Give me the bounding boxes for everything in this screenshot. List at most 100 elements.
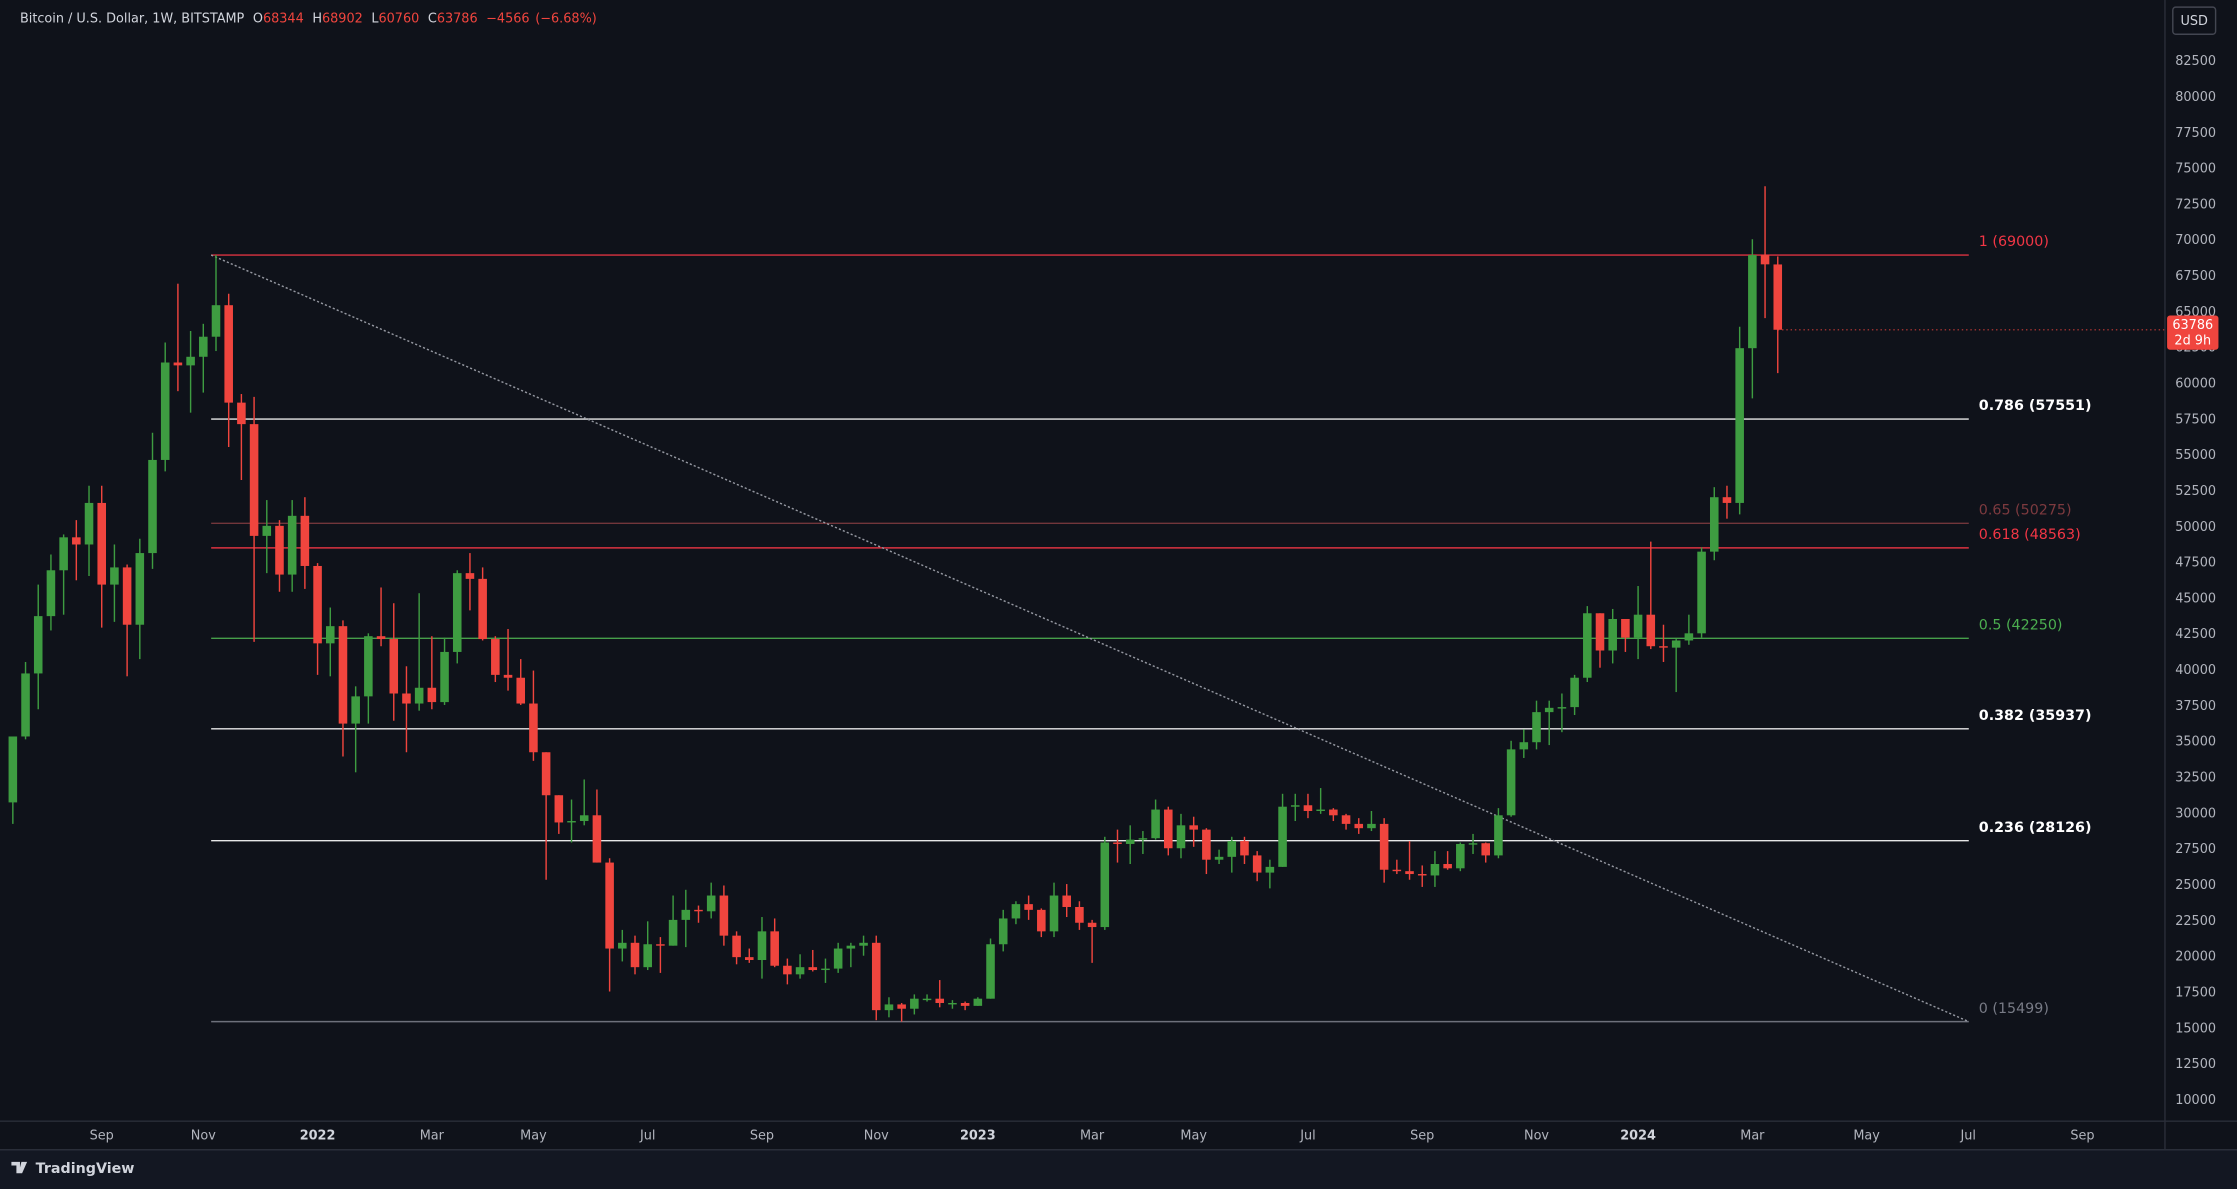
x-tick-label: Mar: [1080, 1129, 1105, 1144]
candle-body: [1671, 640, 1681, 648]
brand-logo: [11, 1161, 28, 1174]
currency-label[interactable]: USD: [2180, 14, 2208, 29]
candle-body: [1570, 677, 1579, 708]
candle-body: [199, 336, 208, 357]
candle-body: [732, 935, 741, 958]
candle-body: [1760, 255, 1770, 265]
candle-body: [656, 944, 665, 946]
y-tick-label: 22500: [2175, 914, 2216, 929]
y-tick-label: 45000: [2175, 591, 2216, 606]
candle-body: [884, 1004, 894, 1011]
candle-body: [1125, 839, 1135, 844]
y-tick-label: 30000: [2175, 806, 2216, 821]
candle-body: [1481, 843, 1491, 856]
candle-body: [1544, 707, 1554, 713]
candle-body: [503, 674, 513, 678]
candle-body: [237, 402, 246, 425]
candle-body: [389, 639, 399, 694]
candle-body: [643, 944, 652, 968]
candle-body: [1138, 838, 1148, 840]
candle-body: [1735, 348, 1744, 503]
candle-body: [1379, 823, 1389, 870]
candle-body: [1062, 895, 1071, 907]
currency-button[interactable]: [2172, 6, 2217, 35]
candle-body: [833, 948, 843, 969]
candle-body: [59, 537, 68, 571]
candle-body: [554, 795, 564, 823]
candle-body: [1329, 809, 1338, 816]
candle-body: [300, 515, 310, 566]
y-tick-label: 70000: [2175, 233, 2216, 248]
candle-body: [1633, 614, 1643, 638]
candle-body: [148, 459, 157, 554]
candle-body: [1456, 843, 1465, 869]
fib-level-label: 0.618 (48563): [1979, 527, 2081, 543]
candle-body: [579, 815, 589, 822]
fib-level-label: 1 (69000): [1979, 234, 2049, 250]
fib-level-label: 0.65 (50275): [1979, 502, 2072, 518]
candle-body: [376, 636, 386, 640]
x-tick-label: Mar: [420, 1129, 445, 1144]
candle-body: [922, 998, 932, 1001]
y-tick-label: 32500: [2175, 771, 2216, 786]
candle-body: [1151, 809, 1160, 839]
x-tick-label: Jul: [1959, 1129, 1975, 1144]
candle-body: [1646, 614, 1656, 647]
y-tick-label: 17500: [2175, 985, 2216, 1000]
candle-body: [871, 942, 881, 1011]
candle-body: [897, 1004, 906, 1009]
candle-body: [1709, 497, 1719, 552]
change-percent: (−6.68%): [535, 11, 597, 26]
candle-body: [1290, 805, 1300, 807]
x-tick-label: 2023: [960, 1129, 996, 1144]
ohlc-key: H: [312, 11, 322, 26]
candle-body: [986, 944, 995, 999]
change-value: −4566: [486, 11, 529, 26]
candle-body: [998, 918, 1008, 945]
candle-body: [440, 651, 449, 703]
candle-body: [1367, 823, 1376, 829]
candle-body: [351, 696, 360, 724]
candle-body: [910, 998, 919, 1009]
candle-body: [186, 356, 195, 366]
y-tick-label: 47500: [2175, 556, 2216, 571]
candle-body: [1011, 904, 1021, 919]
candle-body: [1748, 255, 1757, 349]
candle-body: [745, 957, 754, 961]
candle-body: [516, 677, 526, 704]
candle-body: [1354, 823, 1364, 829]
candle-body: [325, 626, 335, 644]
candle-body: [592, 815, 602, 863]
candle-body: [1075, 906, 1084, 923]
y-tick-label: 67500: [2175, 269, 2216, 284]
candle-body: [1024, 904, 1033, 910]
candle-body: [1316, 809, 1325, 811]
candle-body: [1684, 633, 1694, 641]
candle-body: [46, 570, 56, 617]
candle-body: [1214, 856, 1224, 860]
ohlc-value: 63786: [437, 11, 478, 26]
candle-body: [249, 424, 259, 536]
y-tick-label: 57500: [2175, 412, 2216, 427]
candle-body: [287, 515, 297, 575]
candle-body: [960, 1002, 970, 1006]
candle-body: [173, 362, 183, 366]
y-tick-label: 27500: [2175, 842, 2216, 857]
candle-body: [529, 703, 538, 753]
fib-level-label: 0.786 (57551): [1979, 398, 2092, 414]
candle-body: [21, 673, 30, 737]
candle-body: [1697, 551, 1706, 634]
y-tick-label: 20000: [2175, 950, 2216, 965]
trend-line: [210, 254, 1970, 1023]
y-tick-label: 55000: [2175, 448, 2216, 463]
x-tick-label: Sep: [750, 1129, 774, 1144]
candle-body: [1417, 874, 1427, 876]
candle-body: [8, 736, 18, 803]
ohlc-key: L: [371, 11, 379, 26]
x-tick-label: May: [520, 1129, 547, 1144]
candle-body: [783, 965, 792, 975]
candle-body: [313, 565, 322, 644]
bottom-bar: [0, 1149, 2237, 1189]
